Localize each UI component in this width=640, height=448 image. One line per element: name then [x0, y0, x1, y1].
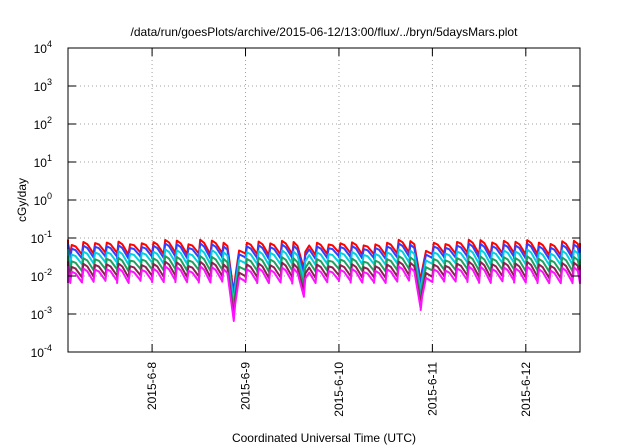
y-tick-label: 10-1 — [31, 229, 52, 246]
y-tick-labels: 10-4 10-3 10-2 10-1 100 101 102 103 104 — [31, 39, 52, 360]
y-axis-title: cGy/day — [15, 178, 29, 222]
x-tick-labels: 2015-6-8 2015-6-9 2015-6-10 2015-6-11 2015-6… — [145, 362, 533, 417]
x-tick-label: 2015-6-11 — [425, 362, 439, 416]
ticks — [68, 47, 580, 353]
x-tick-label: 2015-6-9 — [239, 362, 253, 410]
x-tick-label: 2015-6-8 — [145, 362, 159, 410]
y-tick-label: 102 — [34, 115, 52, 132]
y-tick-label: 103 — [34, 77, 52, 94]
x-tick-label: 2015-6-12 — [519, 362, 533, 417]
series-layer — [67, 238, 581, 322]
y-tick-label: 10-4 — [31, 343, 52, 360]
chart-title: /data/run/goesPlots/archive/2015-06-12/1… — [131, 25, 519, 39]
series-line-6 — [67, 265, 581, 322]
y-tick-label: 10-3 — [31, 305, 52, 322]
y-tick-label: 100 — [34, 191, 52, 208]
y-tick-label: 10-2 — [31, 267, 52, 284]
y-tick-label: 101 — [34, 153, 52, 170]
x-axis-title: Coordinated Universal Time (UTC) — [232, 431, 416, 445]
grid — [68, 48, 580, 352]
y-tick-label: 104 — [34, 39, 52, 56]
x-tick-label: 2015-6-10 — [332, 362, 346, 417]
